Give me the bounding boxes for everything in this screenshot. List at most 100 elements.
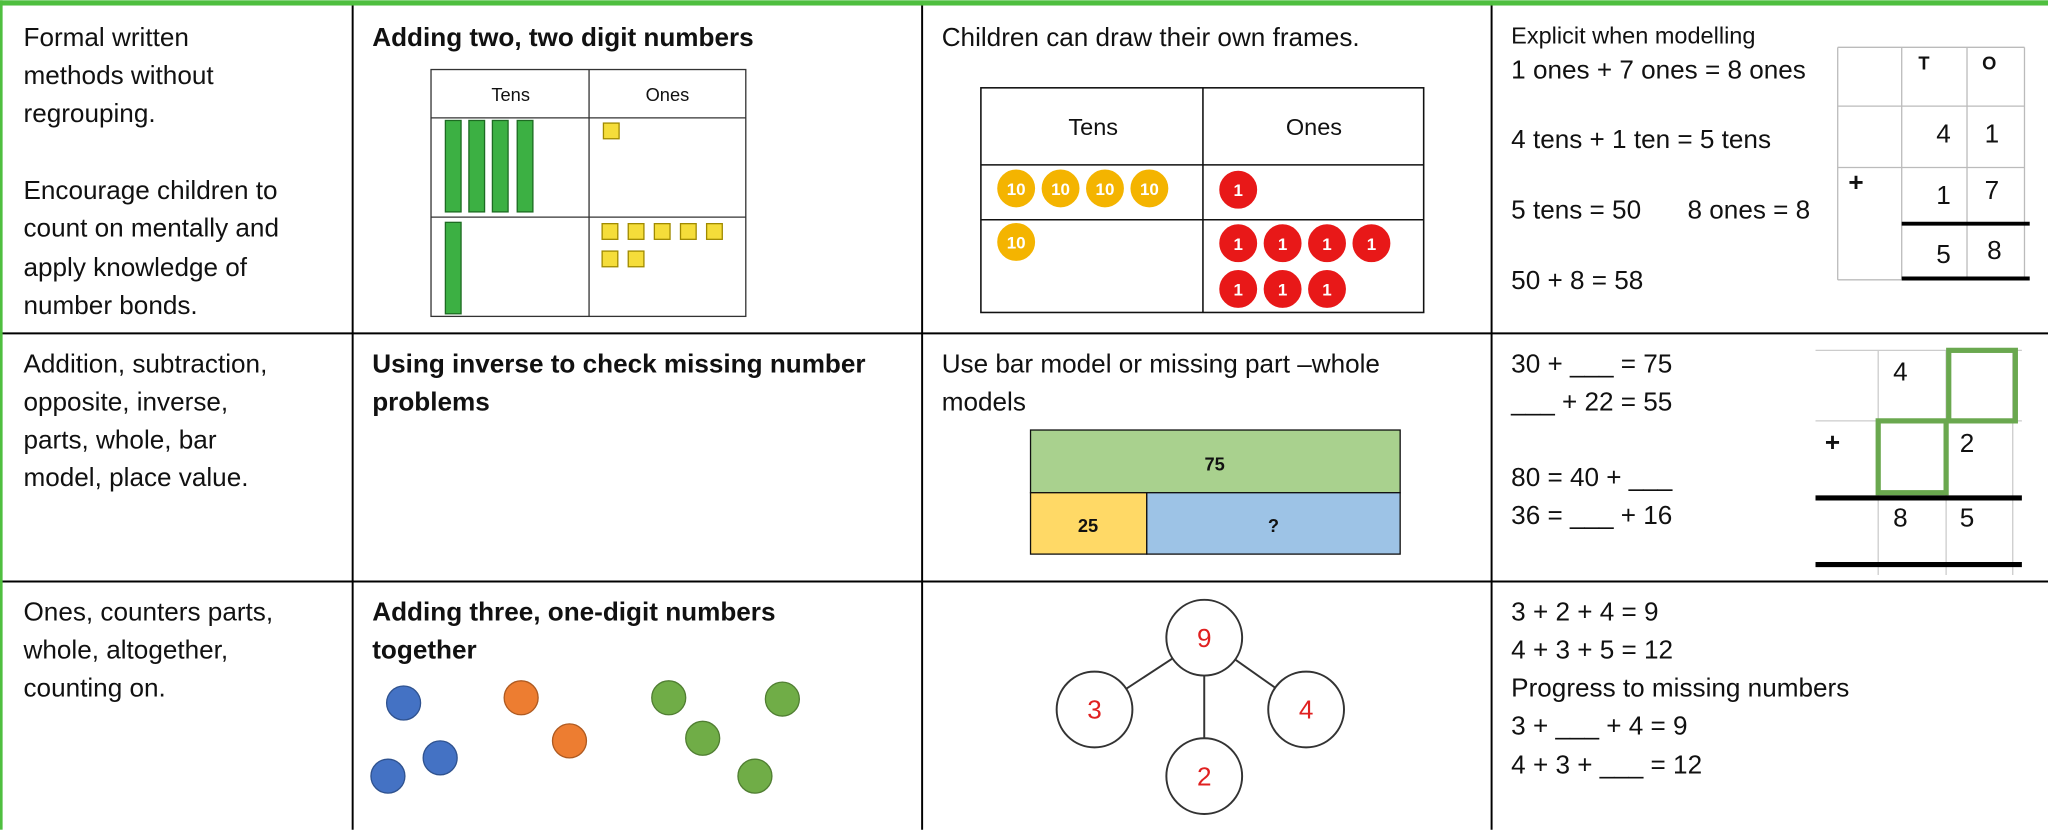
bar-label: 25 [1078,515,1098,536]
digit: 5 [1960,503,1975,533]
ten-counter [1084,168,1126,209]
abstract-line: 4 + 3 + ___ = 12 [1511,750,1702,780]
frame-header: Tens [491,84,530,105]
one-counter [1262,268,1303,310]
left-border [0,0,3,830]
vocabulary: Addition, subtraction, [24,349,268,379]
abstract-line: 4 tens + 1 ten = 5 tens [1511,124,1771,154]
counter-label: 10 [1007,180,1026,199]
digit: 1 [1936,180,1951,210]
vocabulary: regrouping. [24,98,156,128]
abstract-line: 36 = ___ + 16 [1511,500,1672,530]
frame-header: Tens [1068,114,1118,140]
ten-counter [1040,168,1081,209]
digit: 4 [1893,356,1908,386]
abstract-line: 8 ones = 8 [1688,194,1811,224]
counter-label: 1 [1233,280,1242,299]
counter-label: 1 [1278,235,1287,254]
vocabulary: parts, whole, bar [24,424,217,454]
vocabulary: whole, altogether, [23,635,229,665]
guidance: number bonds. [24,290,198,320]
one-counter [1351,222,1392,264]
objective: together [372,635,476,665]
ones-cubes [601,122,723,268]
digit: 8 [1987,235,2002,265]
missing-box [1875,418,1949,496]
objective: problems [372,386,490,416]
one-counter [1217,268,1259,310]
missing-box [1946,347,2018,424]
part-label: 3 [1087,695,1102,725]
one-counter [1306,222,1348,264]
objective: Adding two, two digit numbers [372,22,753,52]
vocabulary: methods without [24,60,215,90]
abstract-line: Explicit when modelling [1511,22,1755,48]
abstract-line: 5 tens = 50 [1511,194,1641,224]
place-value-frame [430,68,747,318]
digit: 4 [1936,119,1951,149]
ten-counter [1129,168,1170,209]
vocabulary: Ones, counters parts, [24,597,274,627]
vocabulary: model, place value. [24,462,249,492]
abstract-line: Progress to missing numbers [1511,672,1849,702]
ten-counter [995,221,1037,263]
bar-label: 75 [1205,454,1225,475]
digit: 5 [1936,239,1951,269]
abstract-line: ___ + 22 = 55 [1510,386,1672,416]
part-whole [1055,598,1345,815]
ten-counter [995,168,1037,209]
counter-label: 1 [1233,181,1242,200]
objective: Using inverse to check missing number [372,349,865,379]
counter-label: 1 [1233,235,1242,254]
counter-label: 10 [1140,180,1159,199]
abstract-line: 1 ones + 7 ones = 8 ones [1511,55,1806,85]
abstract-line: 50 + 8 = 58 [1511,265,1643,295]
abstract-line: 80 = 40 + ___ [1511,462,1673,492]
abstract-line: 3 + ___ + 4 = 9 [1511,710,1687,740]
counter-label: 10 [1007,233,1026,252]
digit: 7 [1985,175,2000,205]
objective: Adding three, one-digit numbers [372,597,775,627]
counter-label: 1 [1322,280,1331,299]
part-label: 4 [1299,695,1314,725]
abstract-line: 3 + 2 + 4 = 9 [1511,597,1658,627]
sign: + [1825,427,1840,457]
part-label: 2 [1197,761,1212,791]
column-header: T [1918,53,1929,74]
guidance: count on mentally and [24,213,279,243]
bar-label: ? [1268,515,1279,536]
caption: models [942,386,1026,416]
counter-label: 1 [1278,280,1287,299]
counter-label: 1 [1322,235,1331,254]
counter-label: 10 [1051,180,1070,199]
table-grid [0,5,2048,830]
digit: 1 [1985,119,2000,149]
one-counter [1217,169,1259,210]
sign: + [1848,167,1863,197]
frame-header: Ones [1286,114,1342,140]
tens-rods [444,119,534,315]
guidance: apply knowledge of [24,252,248,282]
bar-model [1029,429,1401,555]
drawn-frame [980,87,1425,314]
abstract-line: 30 + ___ = 75 [1511,349,1672,379]
one-counter [1262,222,1303,264]
top-border [0,0,2048,6]
digit: 2 [1960,428,1975,458]
abstract-line: 4 + 3 + 5 = 12 [1511,635,1673,665]
vocabulary: opposite, inverse, [24,386,229,416]
guidance: Encourage children to [24,175,278,205]
counters [370,680,800,794]
counter-label: 10 [1096,180,1115,199]
caption: Children can draw their own frames. [942,22,1360,52]
one-counter [1217,222,1259,264]
vocabulary: counting on. [24,672,166,702]
column-header: O [1982,53,1996,74]
caption: Use bar model or missing part –whole [942,349,1380,379]
counter-label: 1 [1367,235,1376,254]
one-counter [1306,268,1348,310]
digit: 8 [1893,503,1908,533]
